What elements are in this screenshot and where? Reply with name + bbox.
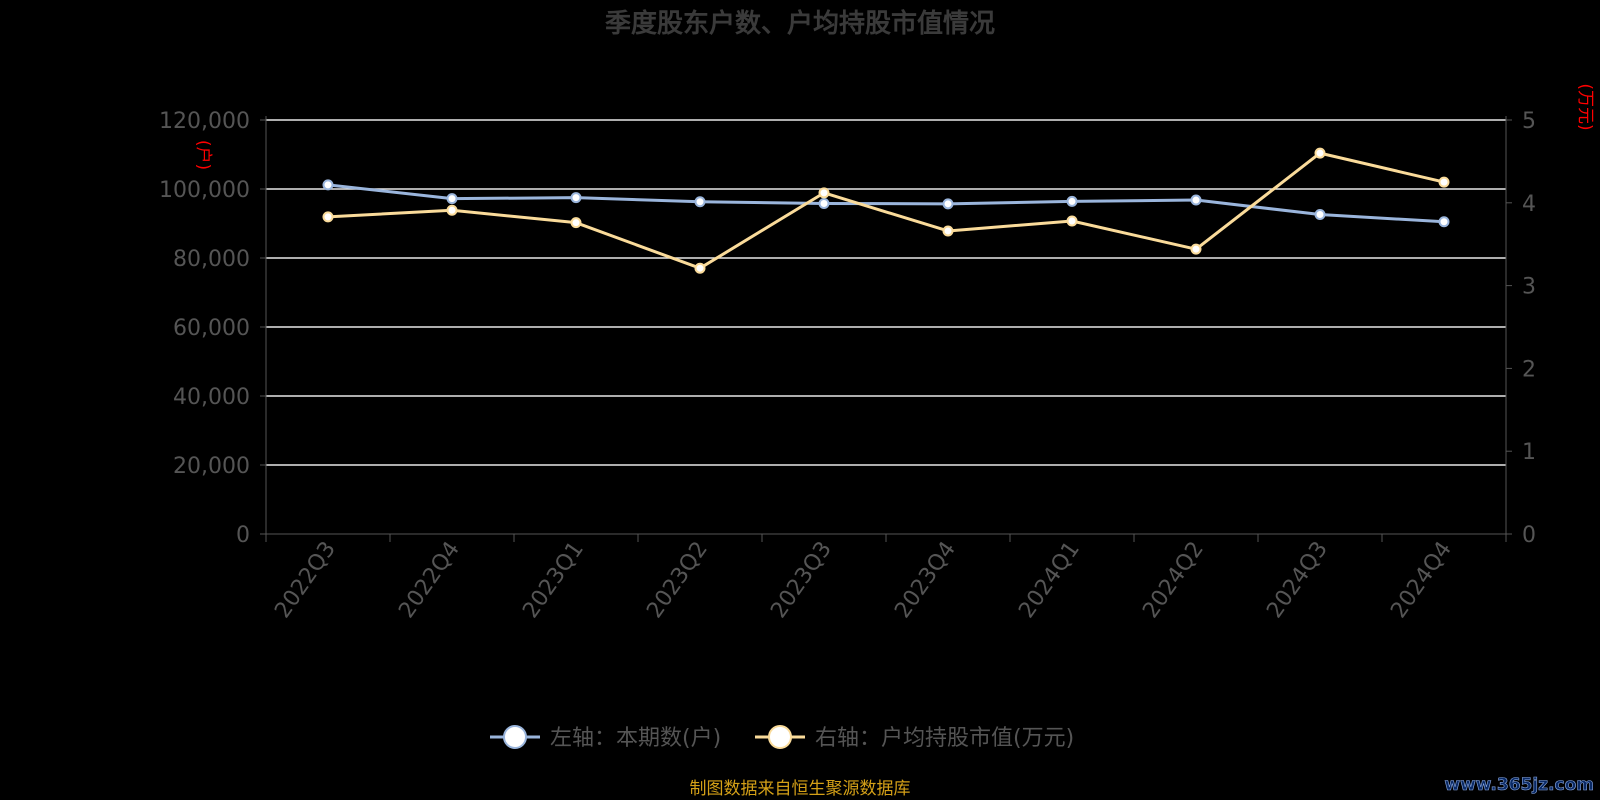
x-axis-tick-label: 2023Q1 [518,537,589,623]
series-line-1 [327,151,1445,270]
right-axis-unit: (万元) [1575,83,1595,130]
x-axis-tick-label: 2023Q3 [766,537,837,623]
grid [266,119,1506,466]
x-axis-tick-label: 2024Q3 [1262,537,1333,623]
right-axis-tick-label: 4 [1522,192,1536,217]
x-axis-tick-label: 2023Q2 [642,537,713,623]
data-point-0 [694,196,706,208]
data-point-1 [570,217,582,229]
left-axis-tick-label: 40,000 [173,385,250,410]
axes: 0 20,000 40,000 60,000 80,000 100,000 120,000 0… [159,109,1536,623]
x-axis-tick-label: 2022Q4 [394,537,465,623]
data-point-0 [1066,195,1078,207]
data-point-1 [1190,243,1202,255]
data-point-0 [1314,209,1326,221]
source-note: 制图数据来自恒生聚源数据库 [690,779,911,799]
data-point-0 [942,198,954,210]
data-point-0 [570,192,582,204]
series-layer [322,147,1450,274]
x-axis-tick-label: 2022Q3 [270,537,341,623]
left-axis-tick-label: 120,000 [159,109,250,134]
legend-marker-right [768,725,792,749]
data-point-1 [1066,215,1078,227]
x-axis-tick-label: 2023Q4 [890,537,961,623]
series-line-0 [327,183,1445,224]
data-point-1 [1438,176,1450,188]
data-point-0 [322,179,334,191]
x-axis-tick-label: 2024Q2 [1138,537,1209,623]
right-axis-tick-label: 5 [1522,109,1536,134]
data-point-0 [1438,216,1450,228]
legend-label-left: 左轴：本期数(户) [550,726,721,751]
left-axis-tick-label: 80,000 [173,247,250,272]
data-point-1 [1314,147,1326,159]
right-axis-tick-label: 1 [1522,440,1536,465]
data-point-0 [1190,194,1202,206]
data-point-1 [694,262,706,274]
x-axis-tick-label: 2024Q4 [1386,537,1457,623]
right-axis-tick-label: 2 [1522,357,1536,382]
right-axis-tick-label: 0 [1522,523,1536,548]
legend-marker-left [503,725,527,749]
right-axis-tick-label: 3 [1522,275,1536,300]
data-point-0 [818,197,830,209]
left-axis-tick-label: 0 [236,523,250,548]
chart-title: 季度股东户数、户均持股市值情况 [605,8,995,39]
left-axis-tick-label: 100,000 [159,178,250,203]
legend: 左轴：本期数(户) 右轴：户均持股市值(万元) [490,725,1074,751]
data-point-1 [446,204,458,216]
left-axis-unit: (户) [193,140,213,170]
legend-label-right: 右轴：户均持股市值(万元) [815,726,1074,751]
left-axis-tick-label: 20,000 [173,454,250,479]
data-point-1 [942,225,954,237]
data-point-0 [446,193,458,205]
x-axis-tick-label: 2024Q1 [1014,537,1085,623]
data-point-1 [818,187,830,199]
data-point-1 [322,211,334,223]
left-axis-tick-label: 60,000 [173,316,250,341]
watermark: www.365jz.com [1444,775,1594,795]
